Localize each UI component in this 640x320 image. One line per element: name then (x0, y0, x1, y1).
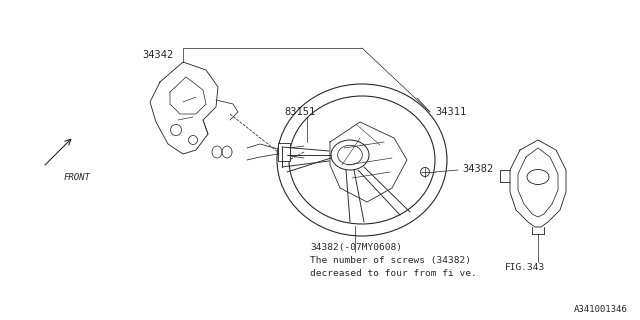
Text: FRONT: FRONT (64, 173, 91, 182)
Text: 83151: 83151 (284, 107, 316, 117)
Text: FIG.343: FIG.343 (505, 263, 545, 272)
Text: decreased to four from fi ve.: decreased to four from fi ve. (310, 269, 477, 278)
Text: 34382: 34382 (462, 164, 493, 174)
Text: A341001346: A341001346 (574, 305, 628, 314)
Text: The number of screws (34382): The number of screws (34382) (310, 256, 471, 265)
Text: 34382(-07MY0608): 34382(-07MY0608) (310, 243, 402, 252)
Text: 34311: 34311 (435, 107, 467, 117)
Bar (278, 143, 290, 161)
Text: 34342: 34342 (142, 50, 173, 60)
